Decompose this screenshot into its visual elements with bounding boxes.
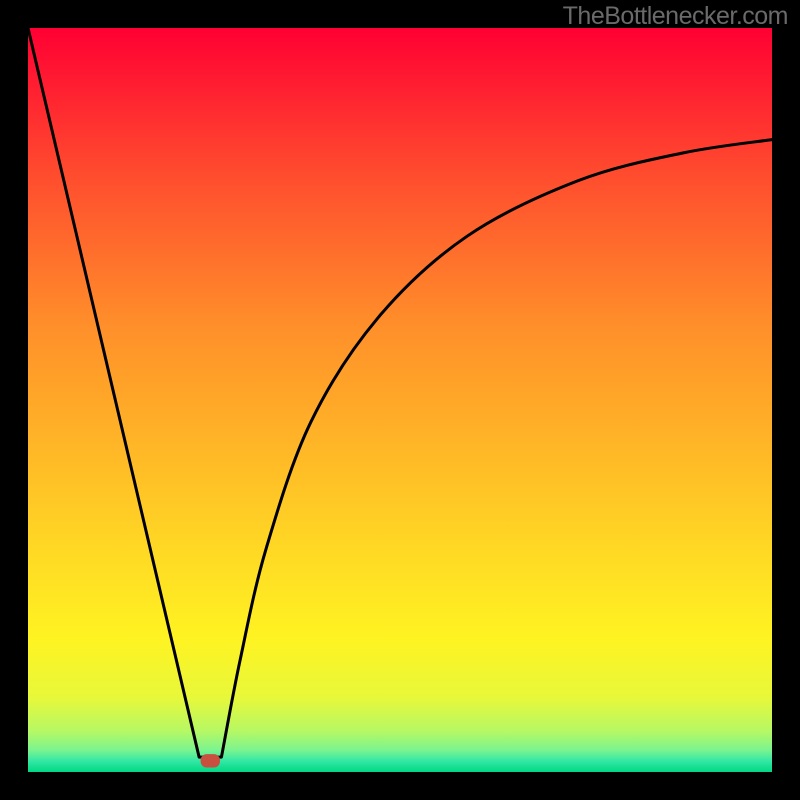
optimal-point-marker (201, 754, 220, 767)
watermark-label: TheBottlenecker.com (563, 2, 788, 31)
gradient-background (28, 28, 772, 772)
bottleneck-chart: TheBottlenecker.com (0, 0, 800, 800)
chart-svg (0, 0, 800, 800)
